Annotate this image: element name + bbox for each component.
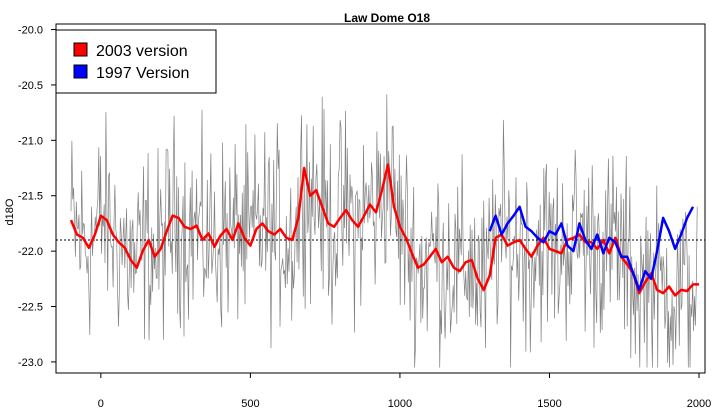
x-axis: 0 500 1000 1500 2000 <box>98 373 711 410</box>
y-tick-label: -22.5 <box>18 302 43 314</box>
chart-title: Law Dome O18 <box>344 11 430 25</box>
x-tick-label: 0 <box>98 398 104 410</box>
y-tick-label: -20.0 <box>18 25 43 37</box>
x-tick-label: 500 <box>241 398 259 410</box>
legend: 2003 version 1997 Version <box>55 29 217 94</box>
legend-label-2003: 2003 version <box>96 43 188 60</box>
y-tick-label: -21.0 <box>18 135 43 147</box>
y-tick-label: -20.5 <box>18 80 43 92</box>
x-tick-label: 1000 <box>388 398 412 410</box>
x-tick-label: 2000 <box>687 398 711 410</box>
y-tick-label: -21.5 <box>18 191 43 203</box>
legend-label-1997: 1997 Version <box>96 65 189 82</box>
series-2003-line <box>69 163 699 297</box>
legend-box <box>55 29 217 94</box>
y-axis: -20.0 -20.5 -21.0 -21.5 -22.0 -22.5 -23.0 <box>18 25 56 369</box>
x-tick-label: 1500 <box>537 398 561 410</box>
raw-data-line <box>70 94 698 368</box>
plot-frame <box>55 23 706 374</box>
smoothed-series <box>69 163 699 297</box>
legend-swatch-1997 <box>73 64 88 79</box>
y-tick-label: -23.0 <box>18 357 43 369</box>
raw-data-series <box>70 94 698 368</box>
y-tick-label: -22.0 <box>18 246 43 258</box>
series-1997-line <box>488 205 695 292</box>
y-axis-label: d18O <box>4 198 16 225</box>
legend-swatch-2003 <box>73 42 88 57</box>
